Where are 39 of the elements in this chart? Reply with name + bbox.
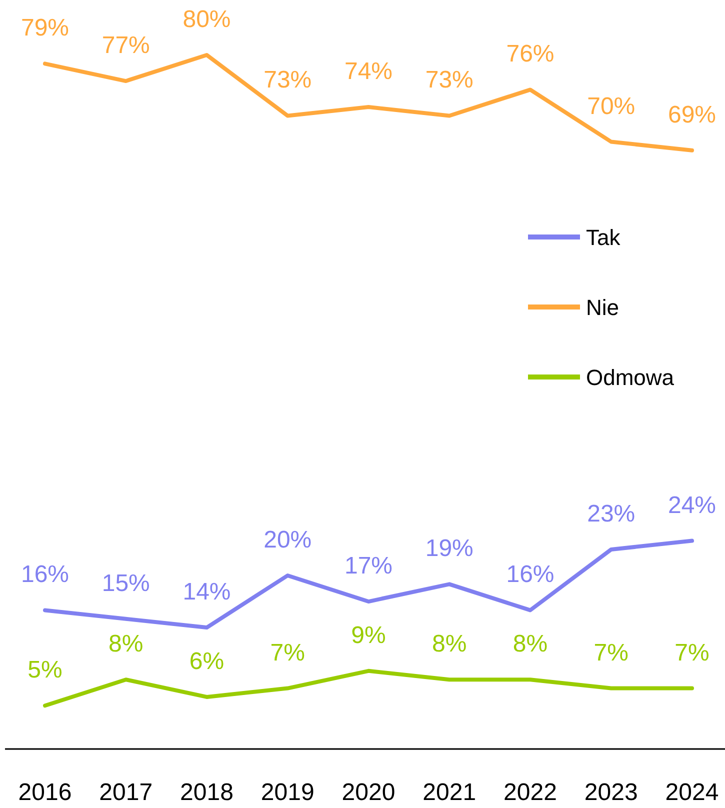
data-label: 8% [432,630,467,658]
data-label: 6% [189,648,224,675]
data-label: 15% [102,570,150,597]
data-label: 20% [264,526,312,554]
x-tick-label: 2019 [260,779,314,806]
data-label: 76% [506,40,554,68]
data-label: 9% [351,622,386,649]
data-label: 73% [264,66,312,94]
x-tick-label: 2021 [422,779,476,806]
legend-label: Nie [586,295,620,320]
data-label: 74% [344,58,393,86]
data-label: 79% [20,14,70,42]
x-tick-label: 2022 [504,779,557,806]
data-label: 8% [512,630,548,658]
data-label: 7% [674,639,710,666]
data-label: 24% [668,492,716,519]
data-label: 16% [506,561,554,588]
data-label: 70% [587,92,636,120]
x-tick-label: 2018 [180,779,234,806]
data-label: 73% [425,66,474,94]
data-label: 19% [425,535,474,562]
data-label: 69% [668,101,716,128]
data-label: 77% [102,32,150,60]
data-label: 8% [108,630,144,658]
legend-label: Odmowa [586,365,675,390]
legend-label: Tak [586,225,622,250]
x-tick-label: 2024 [665,779,719,806]
data-label: 5% [28,656,62,684]
data-label: 17% [344,552,393,580]
data-label: 80% [182,6,231,33]
x-tick-label: 2016 [18,779,72,806]
data-label: 7% [594,639,628,666]
data-label: 7% [270,639,305,666]
x-tick-label: 2023 [584,779,638,806]
x-tick-label: 2020 [342,779,396,806]
data-label: 14% [182,578,231,606]
x-tick-label: 2017 [99,779,153,806]
data-label: 16% [20,561,70,588]
data-label: 23% [587,500,636,528]
